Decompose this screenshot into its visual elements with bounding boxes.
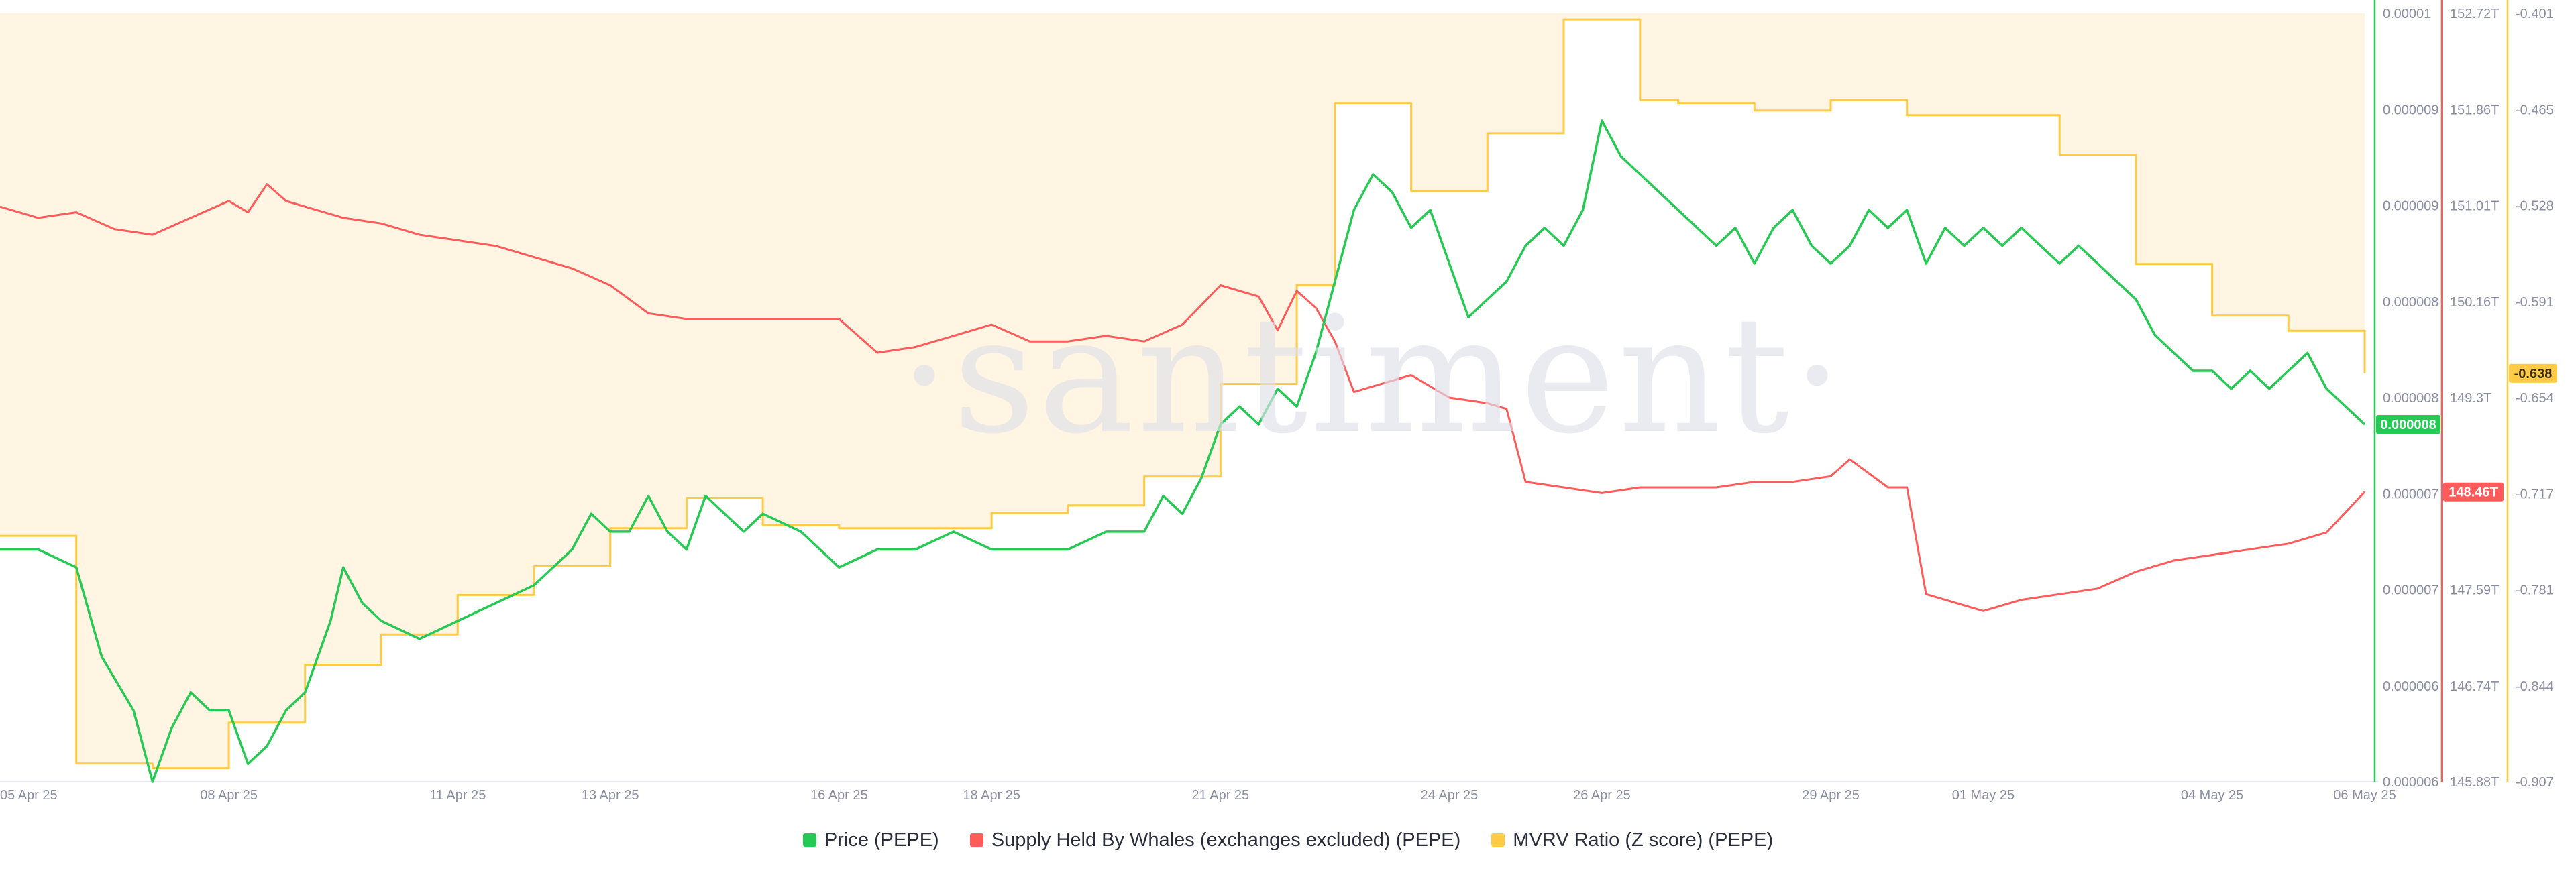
x-tick-label: 01 May 25 xyxy=(1952,788,2015,803)
legend-label-whales: Supply Held By Whales (exchanges exclude… xyxy=(991,829,1461,851)
x-tick-label: 05 Apr 25 xyxy=(0,788,58,803)
mvrv-tick-label: -0.654 xyxy=(2516,391,2554,406)
legend-label-mvrv: MVRV Ratio (Z score) (PEPE) xyxy=(1513,829,1774,851)
mvrv-tick-label: -0.717 xyxy=(2516,487,2554,502)
mvrv-tick-label: -0.401 xyxy=(2516,7,2554,21)
x-tick-label: 18 Apr 25 xyxy=(963,788,1020,803)
whales-tick-label: 150.16T xyxy=(2450,295,2499,310)
series-line-price xyxy=(0,119,2366,783)
legend-item-mvrv[interactable]: MVRV Ratio (Z score) (PEPE) xyxy=(1491,829,1773,852)
whales-current-value: 148.46T xyxy=(2449,485,2498,500)
mvrv-tick-label: -0.781 xyxy=(2516,583,2554,598)
mvrv-area-fill xyxy=(0,13,2365,768)
x-tick-label: 16 Apr 25 xyxy=(810,788,868,803)
mvrv-tick-label: -0.844 xyxy=(2516,679,2554,694)
legend-swatch-price xyxy=(802,833,816,847)
price-tick-label: 0.000006 xyxy=(2383,775,2438,790)
watermark-logo: ·santiment· xyxy=(899,282,1846,469)
whales-tick-label: 145.88T xyxy=(2450,775,2499,790)
mvrv-tick-label: -0.591 xyxy=(2516,295,2554,310)
x-tick-label: 06 May 25 xyxy=(2333,788,2396,803)
series-line-whales xyxy=(0,183,2366,612)
legend-item-price[interactable]: Price (PEPE) xyxy=(802,829,939,852)
legend-label-price: Price (PEPE) xyxy=(824,829,939,851)
whales-tick-label: 146.74T xyxy=(2450,679,2499,694)
whales-tick-label: 149.3T xyxy=(2450,391,2491,406)
legend-swatch-whales xyxy=(969,833,983,847)
price-tick-label: 0.000008 xyxy=(2383,295,2438,310)
legend-item-whales[interactable]: Supply Held By Whales (exchanges exclude… xyxy=(969,829,1461,852)
mvrv-tick-label: -0.465 xyxy=(2516,103,2554,117)
x-tick-label: 21 Apr 25 xyxy=(1192,788,1250,803)
whales-tick-label: 152.72T xyxy=(2450,7,2499,21)
whales-tick-label: 151.86T xyxy=(2450,103,2499,117)
x-tick-label: 08 Apr 25 xyxy=(200,788,258,803)
price-tick-label: 0.000009 xyxy=(2383,199,2438,214)
x-tick-label: 29 Apr 25 xyxy=(1802,788,1860,803)
x-tick-label: 13 Apr 25 xyxy=(582,788,639,803)
x-tick-label: 24 Apr 25 xyxy=(1421,788,1479,803)
legend-swatch-mvrv xyxy=(1491,833,1505,847)
price-current-badge xyxy=(2376,414,2440,434)
price-tick-label: 0.000008 xyxy=(2383,391,2438,406)
whales-tick-label: 147.59T xyxy=(2450,583,2499,598)
x-tick-label: 04 May 25 xyxy=(2181,788,2243,803)
whales-current-badge xyxy=(2443,482,2504,502)
whales-tick-label: 151.01T xyxy=(2450,199,2499,214)
chart-legend: Price (PEPE) Supply Held By Whales (exch… xyxy=(0,823,2576,857)
price-tick-label: 0.000009 xyxy=(2383,103,2438,117)
price-tick-label: 0.000006 xyxy=(2383,679,2438,694)
mvrv-tick-label: -0.907 xyxy=(2516,775,2554,790)
mvrv-current-badge xyxy=(2509,363,2557,383)
price-tick-label: 0.000007 xyxy=(2383,583,2438,598)
price-current-value: 0.000008 xyxy=(2380,418,2436,432)
x-tick-label: 11 Apr 25 xyxy=(429,788,486,803)
series-line-mvrv xyxy=(0,18,2366,770)
x-tick-label: 26 Apr 25 xyxy=(1573,788,1631,803)
mvrv-current-value: -0.638 xyxy=(2514,367,2553,382)
price-tick-label: 0.00001 xyxy=(2383,7,2431,21)
mvrv-tick-label: -0.528 xyxy=(2516,199,2554,214)
price-tick-label: 0.000007 xyxy=(2383,487,2438,502)
